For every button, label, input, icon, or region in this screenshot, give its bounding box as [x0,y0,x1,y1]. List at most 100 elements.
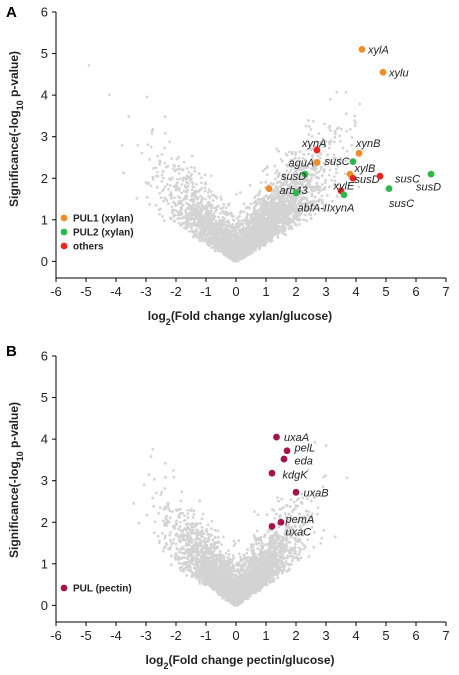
background-point [192,199,196,203]
background-point [231,235,235,239]
background-point [278,194,281,197]
background-point [120,144,124,147]
background-point [163,487,167,490]
background-point [309,200,313,204]
background-point [237,234,241,238]
background-point [287,172,291,175]
background-point [305,179,309,183]
background-point [173,164,177,168]
background-point [218,247,222,250]
background-point [217,215,220,219]
gene-label: susD [416,182,441,194]
gene-label: xylB [354,163,376,175]
background-point [310,207,314,211]
background-point [271,183,274,186]
background-point [222,203,226,206]
background-point [349,127,352,131]
background-point [282,192,286,196]
background-point [263,222,267,226]
background-point [334,167,338,171]
background-point [187,223,190,226]
background-point [328,124,332,128]
highlighted-point [340,191,348,199]
background-point [217,536,220,539]
background-point [241,232,244,236]
background-point [156,171,159,174]
background-point [163,219,166,223]
background-point [295,162,299,166]
background-point [353,114,357,118]
background-point [233,250,237,254]
background-point [318,156,322,160]
background-point [327,146,331,150]
background-point [181,179,185,182]
background-point [161,176,165,180]
gene-label: susD [281,171,306,183]
background-point [313,531,316,534]
background-point [181,204,185,207]
background-point [190,195,194,198]
background-point [281,187,285,191]
background-point [199,221,203,225]
legend: PUL1 (xylan)PUL2 (xylan)others [60,214,134,253]
background-point [209,215,212,218]
background-point [142,483,146,487]
background-point [158,159,162,163]
background-point [307,133,311,136]
background-point [151,178,155,181]
background-point [297,182,300,186]
background-point [193,169,197,173]
background-point [213,243,217,246]
background-point [194,211,198,215]
background-point [171,167,175,170]
background-point [302,178,306,182]
background-point [284,180,287,184]
background-point [180,223,183,227]
background-point [225,242,229,246]
background-point [248,184,252,187]
background-point [295,177,298,181]
background-point [302,165,306,168]
y-tick-label: 4 [41,88,48,103]
background-point [195,182,198,186]
background-point [286,208,290,212]
x-tick-label: 4 [352,284,359,299]
background-point [308,183,312,186]
background-point [234,245,238,249]
background-point [173,196,176,200]
background-point [158,212,162,216]
background-point [276,231,280,235]
background-point [259,214,263,218]
background-point [204,213,208,217]
background-point [245,227,248,230]
highlighted-point [313,159,321,166]
background-point [282,172,286,176]
background-point [303,203,306,206]
background-point [265,173,269,176]
background-point [264,194,268,197]
background-point [315,181,319,185]
background-point [313,212,317,216]
background-point [152,166,155,170]
background-point [248,242,252,246]
background-point [261,238,264,241]
background-point [158,192,162,195]
background-point [249,219,253,223]
background-point [188,178,192,182]
background-point [321,201,325,205]
background-point [284,152,288,156]
background-point [234,222,238,226]
background-point [317,132,321,135]
background-point [220,237,224,240]
background-point [306,208,310,211]
background-point [168,140,171,144]
background-point [226,225,229,228]
background-point [317,185,321,189]
y-tick-label: 6 [41,5,48,20]
background-point [145,95,149,99]
background-point [267,203,271,207]
background-point [245,231,249,234]
background-point [320,194,324,198]
background-point [276,576,280,579]
background-point [199,234,203,238]
